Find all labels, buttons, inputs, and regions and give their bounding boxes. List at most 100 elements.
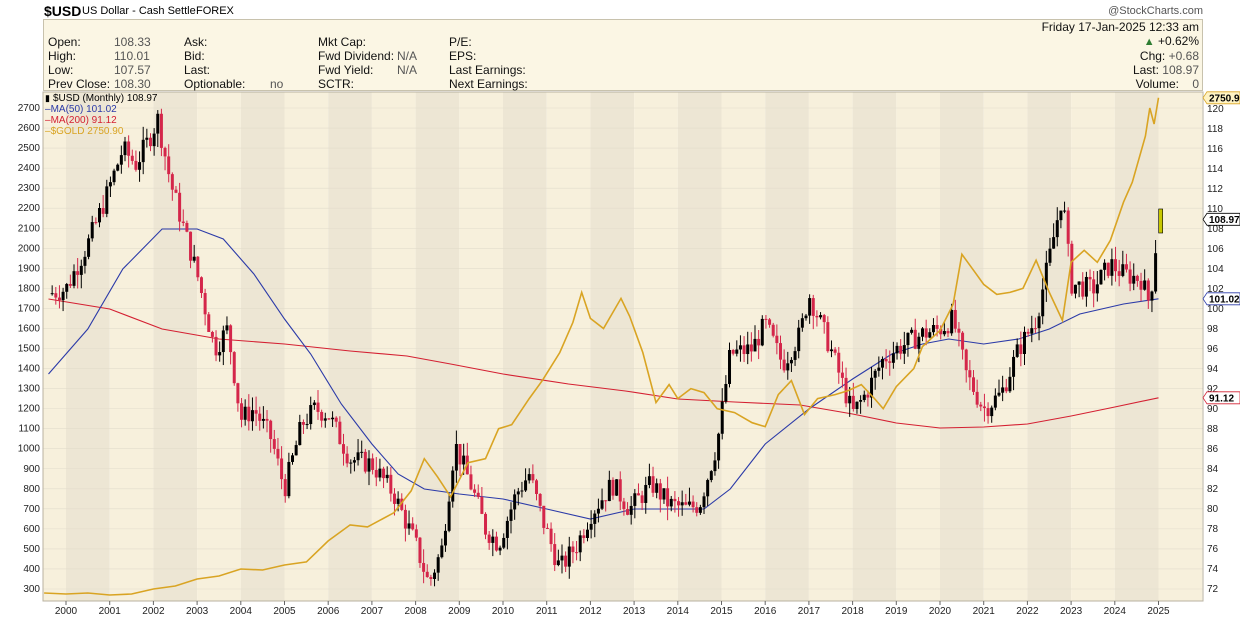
candle-body xyxy=(535,480,539,494)
year-band xyxy=(109,92,154,601)
left-tick-label: 1800 xyxy=(18,283,41,294)
optionable-value: no xyxy=(270,77,284,91)
right-tick-label: 106 xyxy=(1207,244,1224,255)
candle-body xyxy=(1088,276,1092,280)
right-tick-label: 94 xyxy=(1207,364,1219,375)
candle-body xyxy=(1033,328,1037,330)
candle-body xyxy=(1015,344,1019,357)
right-tick-label: 98 xyxy=(1207,324,1219,335)
candle-body xyxy=(1099,269,1103,285)
candle-body xyxy=(527,474,531,481)
left-tick-label: 500 xyxy=(23,544,40,555)
candle-body xyxy=(902,345,906,354)
x-tick-label: 2018 xyxy=(841,606,864,617)
candle-body xyxy=(116,164,120,171)
candle-body xyxy=(549,528,553,545)
low-value: 107.57 xyxy=(114,63,151,77)
right-tick-label: 116 xyxy=(1207,144,1223,155)
left-tick-label: 1000 xyxy=(18,444,41,455)
candle-body xyxy=(385,474,389,479)
candle-body xyxy=(221,330,225,353)
candle-body xyxy=(414,529,418,538)
left-axis-ticks: 300 400 500 600 700 800 900 1000 1100 1200 1300 140… xyxy=(18,103,41,595)
candle-body xyxy=(94,222,98,224)
left-tick-label: 1900 xyxy=(18,263,41,274)
candle-body xyxy=(258,413,262,421)
legend-usd-label: $USD (Monthly) 108.97 xyxy=(53,93,158,104)
ma200-marker-label: 91.12 xyxy=(1209,393,1234,404)
candle-body xyxy=(436,557,440,573)
x-tick-label: 2003 xyxy=(186,606,209,617)
open-label: Open: xyxy=(48,35,81,49)
last-earnings-label: Last Earnings: xyxy=(449,63,526,77)
candle-body xyxy=(312,402,316,406)
year-band xyxy=(240,92,285,601)
candle-body xyxy=(105,186,109,214)
candle-body xyxy=(946,331,950,334)
candle-body xyxy=(145,137,149,140)
year-band xyxy=(328,92,372,601)
right-tick-label: 90 xyxy=(1207,404,1219,415)
axis-value-markers: 2750.90 108.97 101.02 91.12 xyxy=(1202,91,1240,404)
year-band xyxy=(1027,92,1072,601)
year-band xyxy=(415,92,460,601)
candle-body xyxy=(1150,291,1154,301)
candle-body xyxy=(895,345,899,354)
candle-body xyxy=(538,493,542,506)
candle-body xyxy=(1081,281,1085,297)
candle-body xyxy=(622,501,626,510)
candle-body xyxy=(629,505,633,515)
ma50-line xyxy=(48,228,1159,520)
legend-ma50-label: MA(50) 101.02 xyxy=(50,104,117,115)
candle-body xyxy=(953,309,957,329)
candle-body xyxy=(374,469,378,478)
candle-body xyxy=(640,495,644,503)
candle-body xyxy=(728,349,732,384)
candle-body xyxy=(939,328,943,335)
open-value: 108.33 xyxy=(114,35,151,49)
candle-body xyxy=(709,471,713,481)
legend: ▮ $USD (Monthly) 108.97 –MA(50) 101.02 –M… xyxy=(45,93,158,137)
candle-body xyxy=(123,141,127,156)
candle-body xyxy=(957,328,961,333)
legend-gold: –$GOLD 2750.90 xyxy=(45,126,158,137)
line-icon: – xyxy=(45,115,51,126)
candle-body xyxy=(615,479,619,496)
last-price-value: 108.97 xyxy=(1162,63,1199,77)
candle-body xyxy=(571,546,575,553)
candle-body xyxy=(349,462,353,464)
candle-body xyxy=(203,293,207,315)
ma50-layer xyxy=(48,228,1159,520)
candle-body xyxy=(542,505,546,528)
left-tick-label: 2300 xyxy=(18,183,41,194)
candle-body xyxy=(447,501,451,531)
candle-body xyxy=(50,293,54,295)
candle-body xyxy=(636,493,640,496)
right-tick-label: 96 xyxy=(1207,344,1219,355)
candle-body xyxy=(935,325,939,329)
gridlines xyxy=(43,107,1203,590)
candle-body xyxy=(454,443,458,471)
candle-body xyxy=(462,455,466,465)
change-row: Chg: +0.68 xyxy=(1140,49,1199,63)
right-tick-label: 108 xyxy=(1207,224,1224,235)
year-band xyxy=(66,92,110,601)
candle-body xyxy=(269,420,273,440)
x-tick-label: 2017 xyxy=(798,606,821,617)
prevclose-label: Prev Close: xyxy=(48,77,111,91)
candle-body xyxy=(345,453,349,464)
year-band xyxy=(590,92,635,601)
bid-label: Bid: xyxy=(184,49,205,63)
candle-body xyxy=(702,496,706,508)
usd-marker-label: 108.97 xyxy=(1209,215,1240,226)
candle-body xyxy=(389,474,393,494)
candle-body xyxy=(134,160,138,170)
x-tick-label: 2014 xyxy=(667,606,690,617)
candle-body xyxy=(65,284,69,292)
right-tick-label: 110 xyxy=(1207,204,1223,215)
candle-body xyxy=(243,406,247,420)
brand-watermark: @StockCharts.com xyxy=(1108,5,1203,17)
ma200-layer xyxy=(48,298,1159,429)
candle-body xyxy=(356,452,360,461)
